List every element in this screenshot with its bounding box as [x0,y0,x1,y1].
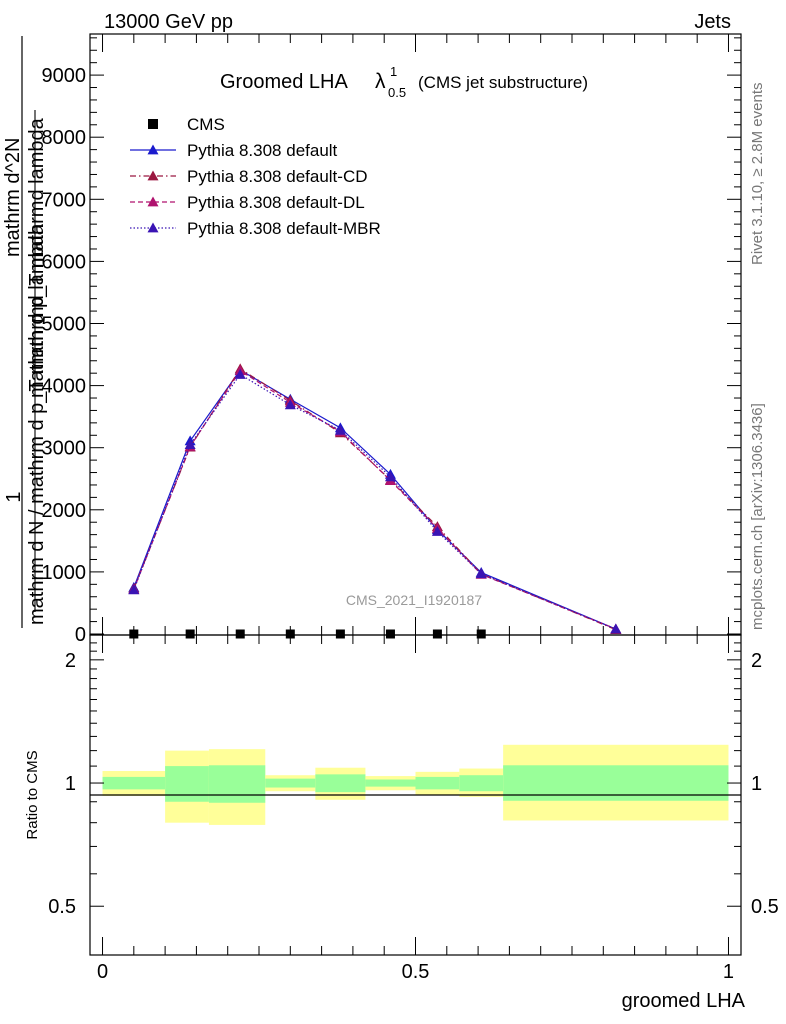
ratio-ticks [90,635,741,955]
x-tick-label: 0.5 [402,961,430,983]
main-y-ticks [90,37,741,635]
cms-data-point [335,629,345,639]
series-4-point [284,399,296,410]
main-y-tick-label: 6000 [42,251,87,273]
series-4-point [431,526,443,536]
cms-data-point [129,629,139,639]
series-4-point [610,623,622,634]
legend-label: Pythia 8.308 default-DL [187,193,365,212]
x-tick-label: 1 [723,961,734,983]
header-right: Jets [694,11,731,33]
x-axis-label: groomed LHA [622,990,746,1012]
main-y-tick-label: 1000 [42,562,87,584]
chart-title-sup: 1 [390,64,397,79]
series-4-point [334,424,346,435]
cms-data-point [235,629,245,639]
main-y-tick-label: 0 [75,624,86,646]
ratio-bands [102,744,729,825]
ratio-green-band [165,766,209,802]
cms-data-point [285,629,295,639]
ratio-green-band [208,765,266,803]
legend-label: Pythia 8.308 default-CD [187,167,368,186]
main-y-tick-label: 9000 [42,65,87,87]
series-line-3 [133,369,617,630]
legend: CMS Pythia 8.308 default Pythia 8.308 defa… [130,115,381,238]
series-line-2 [133,368,617,631]
main-y-tick-label: 4000 [42,376,87,398]
rivet-label: Rivet 3.1.10, ≥ 2.8M events [749,83,766,266]
ratio-green-band [315,774,366,793]
ylabel-dpt: mathrm d p_T mathrmd lambda [26,117,48,398]
main-y-axis-label: 1 mathrm d N / mathrm d p_T mathrmd lamb… [2,36,48,628]
main-y-tick-labels: 0 1000 2000 3000 4000 5000 6000 7000 8000 9000 [42,65,87,646]
legend-marker-1 [147,144,159,155]
legend-label: Pythia 8.308 default [187,141,338,160]
ratio-green-band [265,778,316,788]
ylabel-denominator: mathrm d N / mathrm d p_T mathrmd lambda [26,223,48,625]
series-line-1 [133,369,617,630]
watermark: CMS_2021_I1920187 [346,592,482,608]
main-y-tick-label: 8000 [42,127,87,149]
chart-title-main: Groomed LHA [220,71,348,93]
legend-marker-3 [147,196,159,207]
cms-data-point [476,629,486,639]
main-plot-panel: 0 1000 2000 3000 4000 5000 6000 7000 8000 9000 CM… [42,33,742,646]
series-4-point [128,584,140,595]
main-y-tick-label: 3000 [42,438,87,460]
ylabel-numerator-one: 1 [3,491,25,502]
ratio-y-tick-label: 1 [65,773,76,795]
ratio-y-tick-label-right: 2 [751,650,762,672]
chart-title-note: (CMS jet substructure) [418,73,588,92]
series-4-point [184,439,196,449]
ratio-y-tick-label-right: 0.5 [751,896,779,918]
chart-title-lambda: λ [375,70,386,93]
legend-cms-marker [148,119,158,129]
chart-title-sub: 0.5 [388,85,406,100]
legend-label: CMS [187,115,225,134]
ratio-y-label: Ratio to CMS [24,750,41,839]
ylabel-d2n: mathrm d^2N [2,138,24,257]
main-y-tick-label: 7000 [42,189,87,211]
main-y-tick-label: 2000 [42,500,87,522]
legend-marker-4 [147,222,159,233]
ratio-y-tick-label: 2 [65,650,76,672]
series-4-point [475,568,487,579]
ratio-y-tick-label-right: 1 [751,773,762,795]
cms-data-point [432,629,442,639]
series-layer [128,363,622,635]
main-x-ticks [102,34,729,635]
header-left: 13000 GeV pp [104,11,233,33]
series-4-point [234,368,246,379]
main-y-tick-label: 5000 [42,314,87,336]
series-line-4 [133,373,617,630]
ratio-green-band [365,779,416,787]
x-tick-label: 0 [97,961,108,983]
ratio-green-band [459,775,504,792]
ratio-y-tick-label: 0.5 [48,896,76,918]
ratio-tick-labels: 0.5 0.5 1 1 2 2 0 0.5 1 [48,650,779,983]
ratio-green-band [102,776,166,790]
legend-label: Pythia 8.308 default-MBR [187,219,381,238]
legend-marker-2 [147,170,159,181]
ratio-green-band [415,776,460,790]
series-4-point [384,471,396,482]
cms-data-point [385,629,395,639]
mcplots-label: mcplots.cern.ch [arXiv:1306.3436] [749,403,766,630]
ratio-plot-panel: 0.5 0.5 1 1 2 2 0 0.5 1 Ratio to CMS groomed LHA [24,634,779,1012]
cms-data-point [185,629,195,639]
cms-data-layer [129,629,486,639]
